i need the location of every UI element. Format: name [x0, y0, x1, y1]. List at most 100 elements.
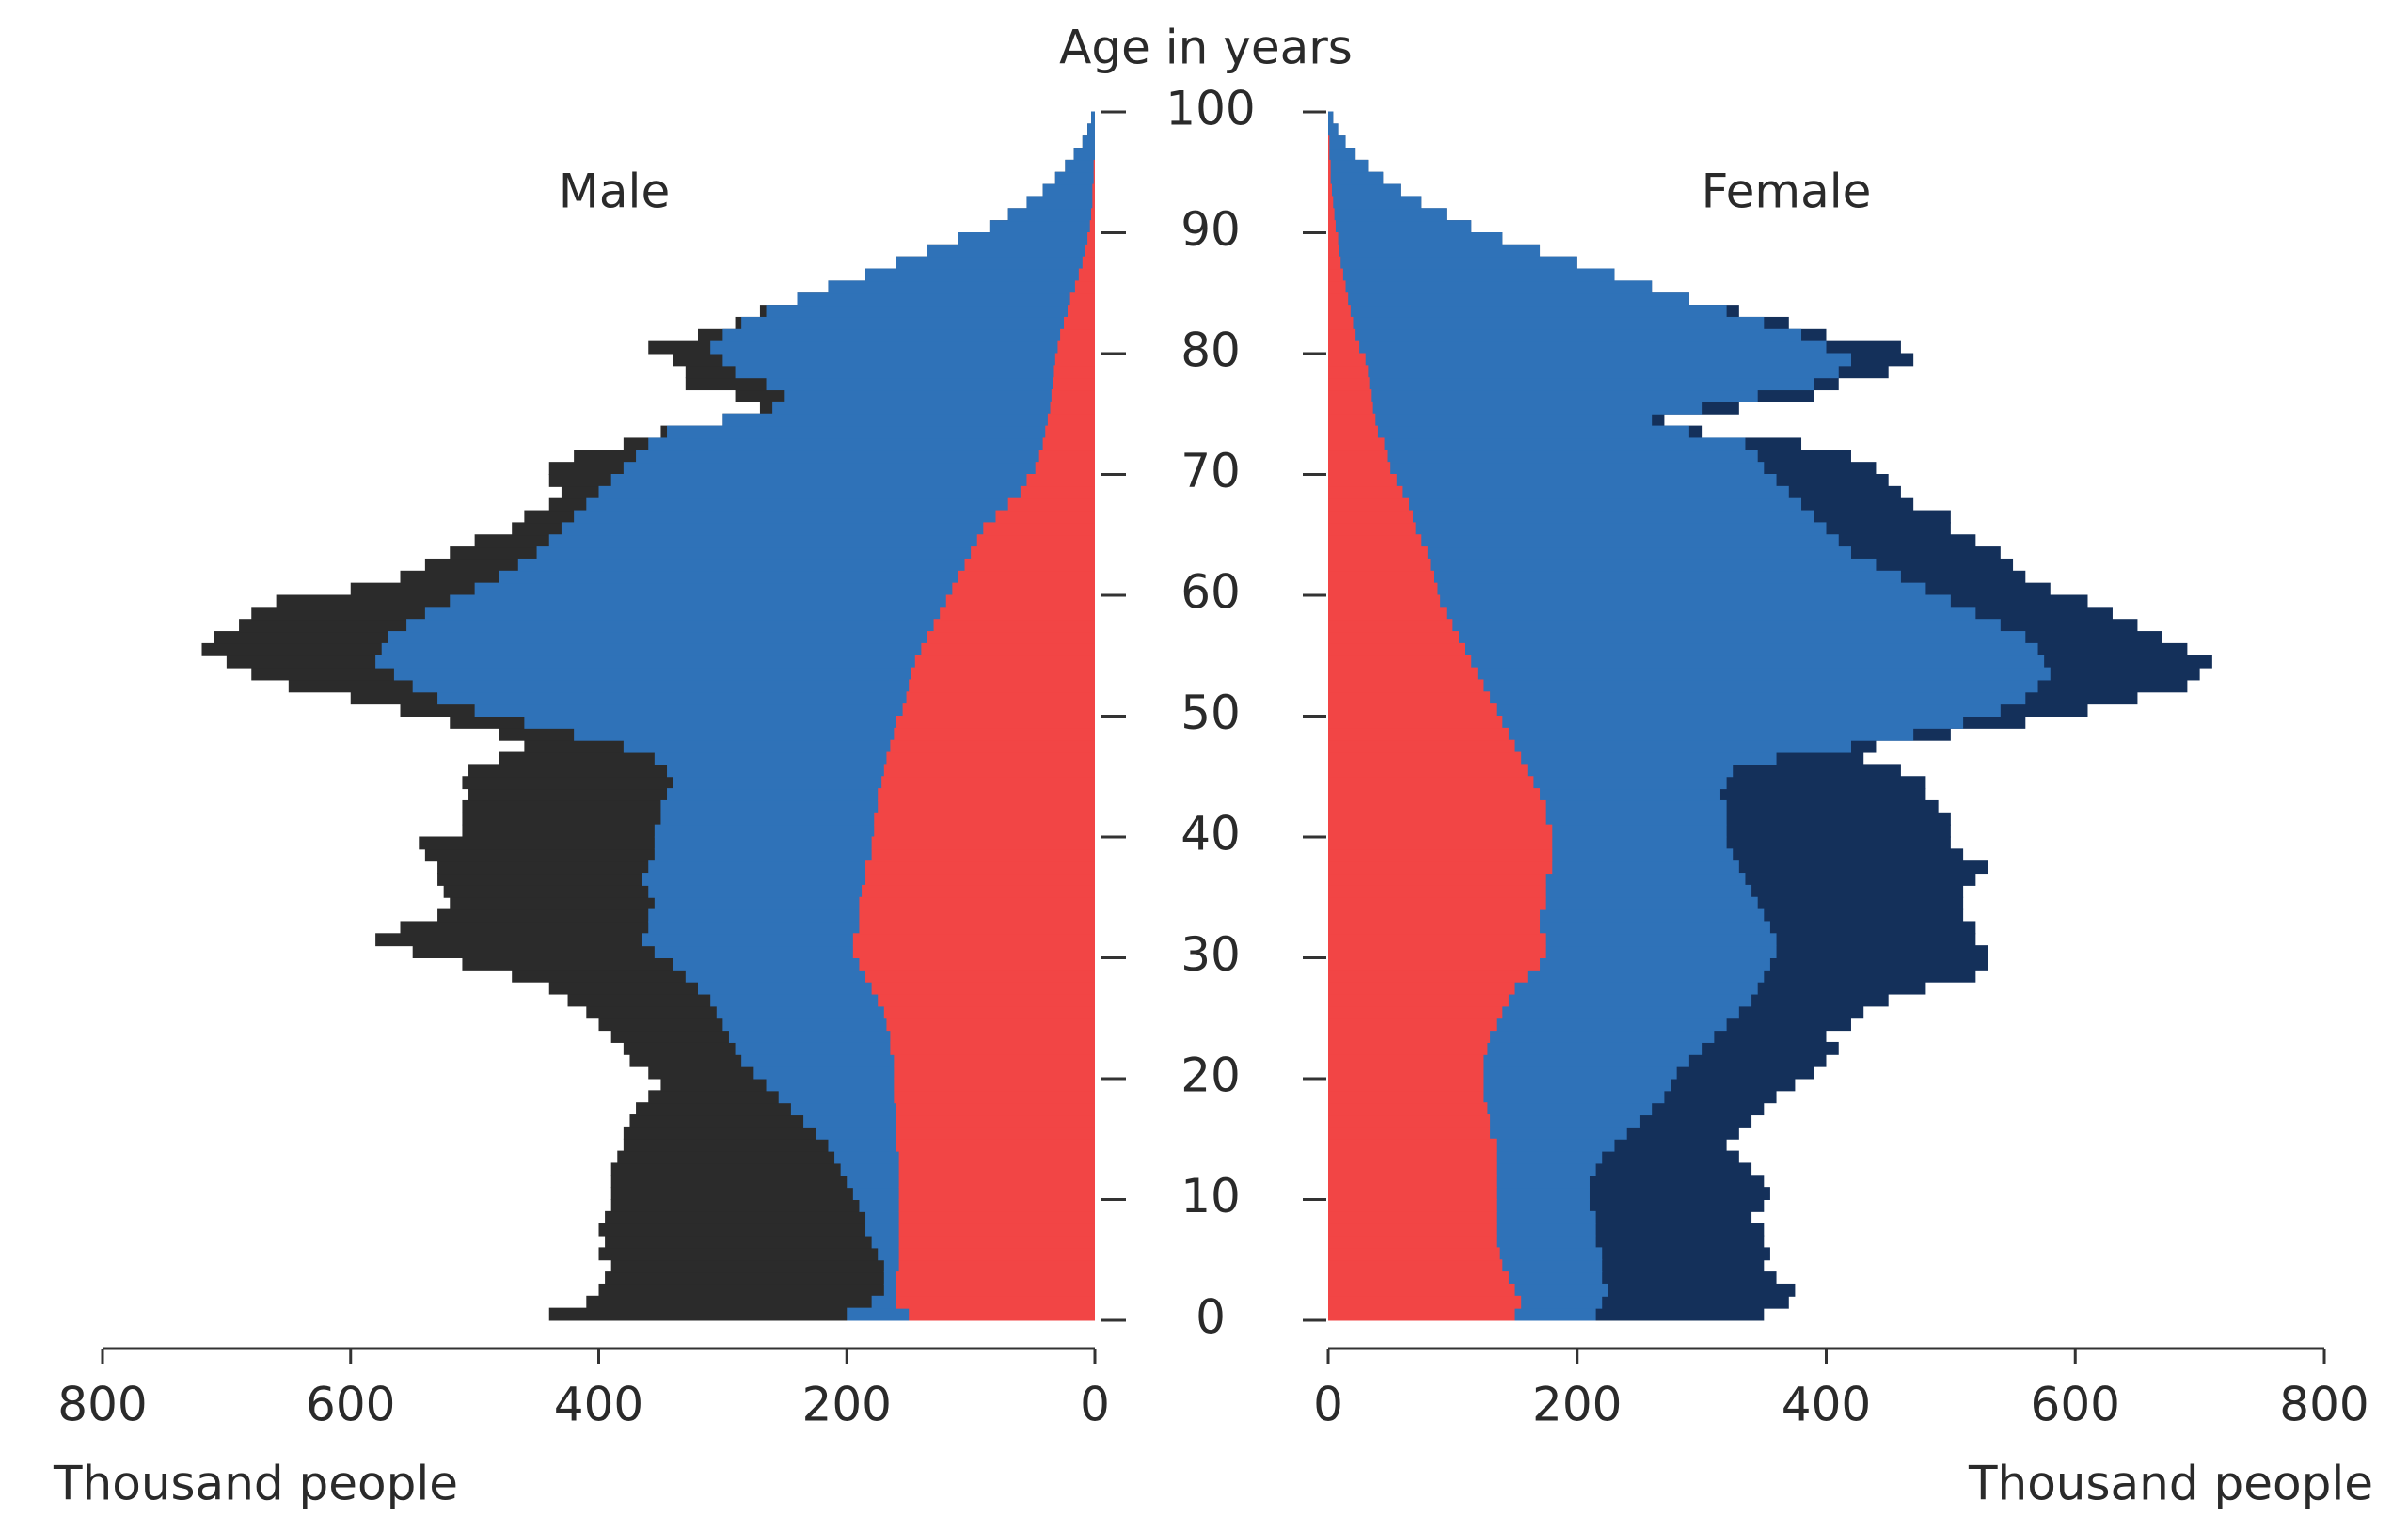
female-bar	[1328, 667, 2051, 681]
female-bar	[1328, 256, 1341, 270]
male-bar	[958, 232, 1095, 245]
female-bar	[1328, 522, 1416, 536]
female-bar	[1328, 244, 1541, 258]
male-bar	[945, 594, 1095, 608]
male-bar	[995, 510, 1095, 524]
female-bar	[1328, 196, 1422, 210]
male-bar	[883, 764, 1095, 778]
male-bar	[898, 1235, 1095, 1249]
female-bar	[1328, 655, 1472, 669]
female-bar	[1328, 799, 1546, 813]
x-tick-label: 400	[554, 1378, 643, 1432]
female-bar	[1328, 570, 1901, 584]
female-bar	[1328, 413, 1653, 427]
female-bar	[1328, 292, 1689, 307]
female-bar	[1328, 776, 1534, 790]
male-bar	[1085, 244, 1095, 258]
female-bar	[1328, 208, 1447, 222]
female-bar	[1328, 159, 1369, 173]
male-bar	[865, 860, 1095, 875]
male-bar	[874, 812, 1095, 826]
female-bar	[1328, 1005, 1503, 1019]
female-bar	[1328, 316, 1765, 330]
male-bar	[896, 1283, 1095, 1297]
male-bar	[921, 642, 1095, 656]
male-bar	[911, 667, 1095, 681]
female-bar	[1328, 485, 1789, 499]
male-bar	[852, 945, 1095, 958]
female-bar	[1328, 1102, 1488, 1116]
male-bar	[1054, 353, 1095, 367]
male-bar	[1087, 123, 1095, 137]
male-bar	[1093, 171, 1095, 185]
male-bar	[894, 727, 1095, 741]
male-bar	[1060, 328, 1095, 342]
female-bar	[1328, 1187, 1497, 1200]
female-bar	[1328, 631, 2026, 644]
female-bar	[1328, 244, 1339, 258]
male-bar	[906, 691, 1095, 705]
male-bar	[886, 751, 1095, 766]
female-bar	[1328, 183, 1332, 197]
female-bar	[1328, 534, 1839, 548]
x-tick-label: 800	[57, 1378, 147, 1432]
female-bar	[1328, 873, 1546, 886]
male-bar	[1054, 171, 1095, 185]
female-bar	[1328, 135, 1346, 150]
male-bar	[896, 256, 1095, 270]
age-axis-title: Age in years	[1059, 21, 1353, 75]
male-bar	[871, 836, 1095, 850]
male-bar	[909, 679, 1095, 693]
female-bar	[1328, 1150, 1497, 1164]
male-bar	[735, 365, 1095, 379]
male-bar	[894, 1065, 1095, 1080]
female-bar	[1328, 462, 1765, 475]
female-bar	[1328, 183, 1401, 197]
male-bar	[1042, 437, 1095, 451]
female-bar	[1328, 594, 1441, 608]
male-bar	[865, 969, 1095, 983]
female-bar	[1328, 510, 1814, 524]
male-bar	[902, 703, 1095, 717]
male-bar	[1035, 462, 1095, 475]
x-tick-label: 0	[1080, 1378, 1110, 1432]
female-bar	[1328, 1210, 1497, 1224]
male-bar	[896, 1126, 1095, 1140]
male-bar	[894, 1090, 1095, 1104]
female-bar	[1328, 232, 1339, 245]
male-bar	[940, 607, 1095, 621]
female-bar	[1328, 812, 1546, 826]
female-bar	[1328, 280, 1346, 294]
y-tick-label: 40	[1180, 807, 1241, 861]
male-bar	[896, 1138, 1095, 1152]
male-bar	[636, 450, 1095, 464]
female-bar	[1328, 389, 1372, 402]
female-bar	[1328, 836, 1553, 850]
female-bar	[1328, 365, 1369, 379]
male-bar	[1082, 135, 1095, 150]
male-bar	[976, 534, 1095, 548]
female-bar	[1328, 171, 1331, 185]
male-bar	[424, 607, 1095, 621]
male-bar	[878, 788, 1095, 801]
female-bar	[1328, 1162, 1497, 1176]
female-bar	[1328, 884, 1546, 898]
male-bar	[898, 1175, 1095, 1189]
female-bar	[1328, 1223, 1497, 1237]
female-bar	[1328, 1053, 1484, 1067]
female-bar	[1328, 716, 1503, 729]
x-tick-label: 600	[2031, 1378, 2120, 1432]
male-bar	[878, 993, 1095, 1007]
female-bar	[1328, 377, 1814, 391]
male-bar	[499, 570, 1095, 584]
male-bar	[952, 582, 1095, 596]
female-bar	[1328, 788, 1541, 801]
male-bar	[598, 485, 1095, 499]
female-bar	[1328, 1295, 1522, 1309]
female-bar	[1328, 1078, 1484, 1092]
male-bar	[1026, 196, 1095, 210]
male-bar	[898, 1223, 1095, 1237]
male-bar	[741, 316, 1095, 330]
male-bar	[1057, 340, 1095, 355]
y-tick-label: 50	[1180, 686, 1241, 740]
